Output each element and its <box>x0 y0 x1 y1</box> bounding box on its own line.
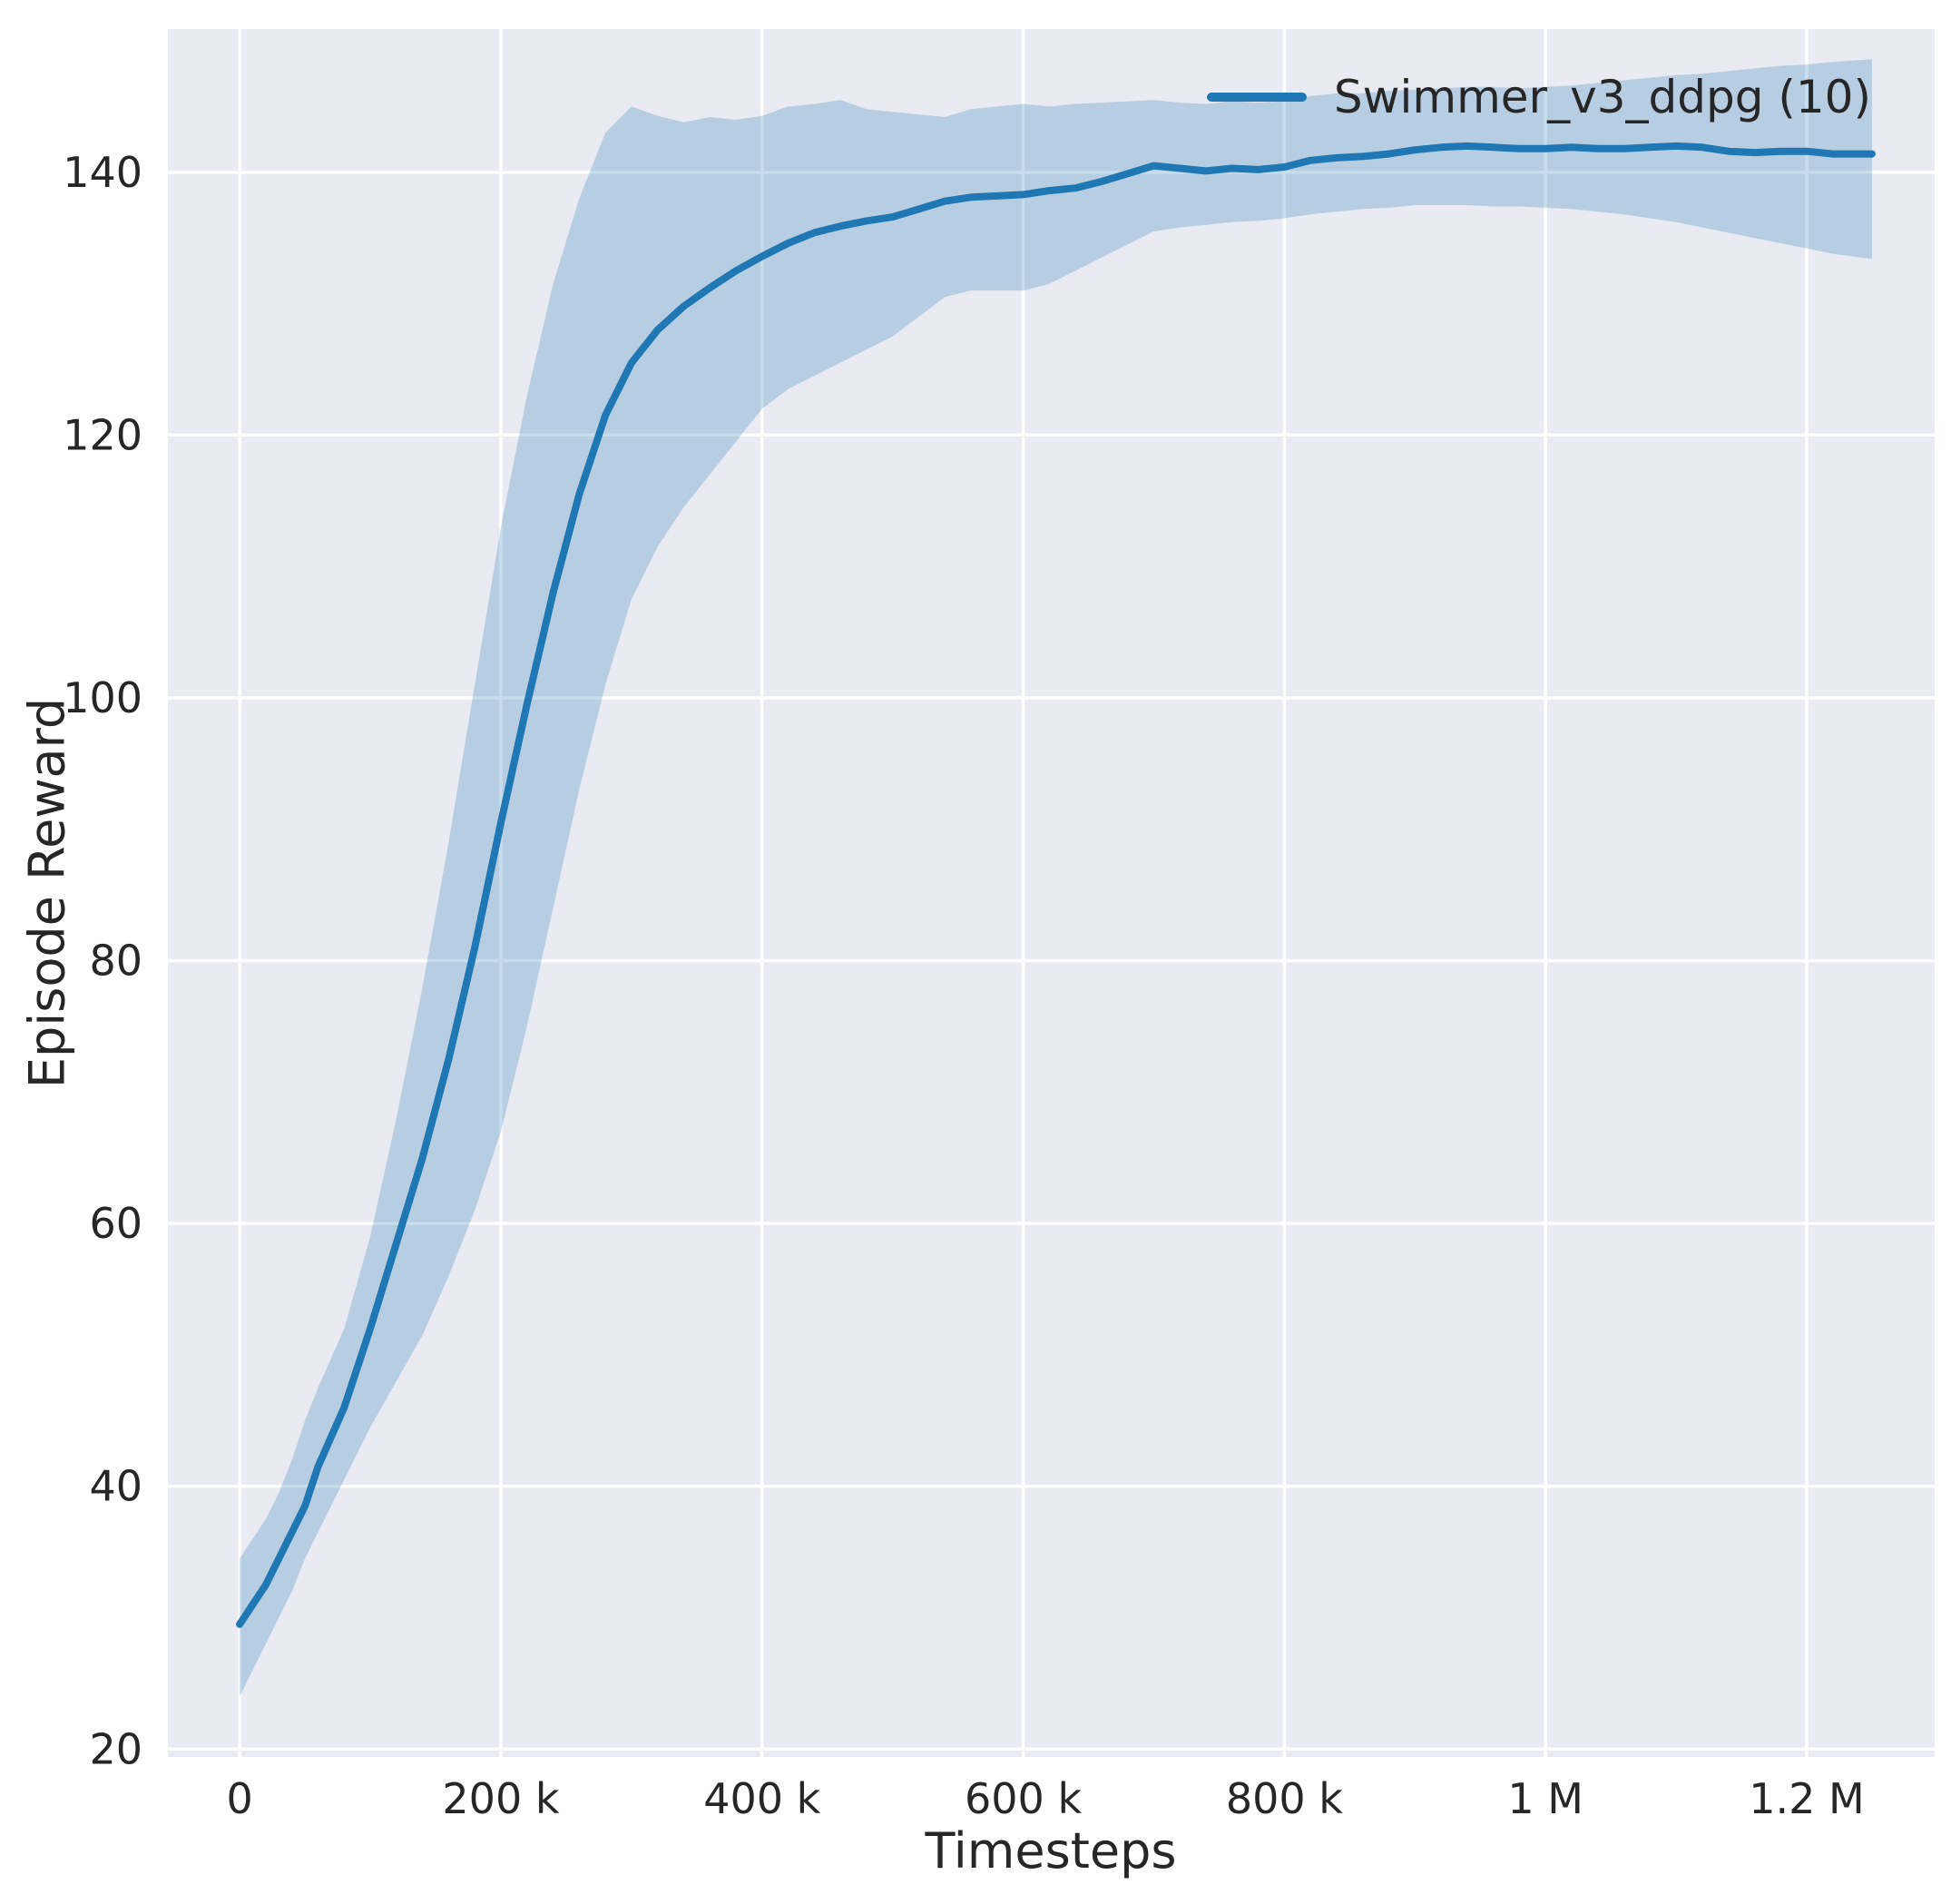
y-tick-label: 80 <box>89 937 142 986</box>
legend-line-icon <box>1206 93 1307 102</box>
x-axis-label: Timesteps <box>925 1822 1177 1879</box>
y-axis-label: Episode Reward <box>18 697 76 1089</box>
legend: Swimmer_v3_ddpg (10) <box>1206 71 1871 123</box>
y-tick-label: 140 <box>63 148 142 197</box>
y-tick-label: 100 <box>63 673 142 722</box>
y-tick-label: 60 <box>89 1199 142 1248</box>
x-tick-label: 600 k <box>965 1774 1082 1823</box>
y-tick-label: 120 <box>63 410 142 459</box>
x-tick-label: 1 M <box>1507 1774 1583 1823</box>
x-tick-label: 400 k <box>703 1774 820 1823</box>
series-line <box>236 142 1876 1628</box>
plot-area <box>168 29 1935 1757</box>
x-tick-label: 200 k <box>442 1774 559 1823</box>
x-tick-label: 1.2 M <box>1749 1774 1864 1823</box>
x-tick-label: 0 <box>227 1774 253 1823</box>
legend-label: Swimmer_v3_ddpg (10) <box>1333 71 1871 123</box>
confidence-band <box>240 59 1872 1697</box>
x-tick-label: 800 k <box>1226 1774 1343 1823</box>
y-tick-label: 20 <box>89 1724 142 1773</box>
y-tick-label: 40 <box>89 1462 142 1511</box>
